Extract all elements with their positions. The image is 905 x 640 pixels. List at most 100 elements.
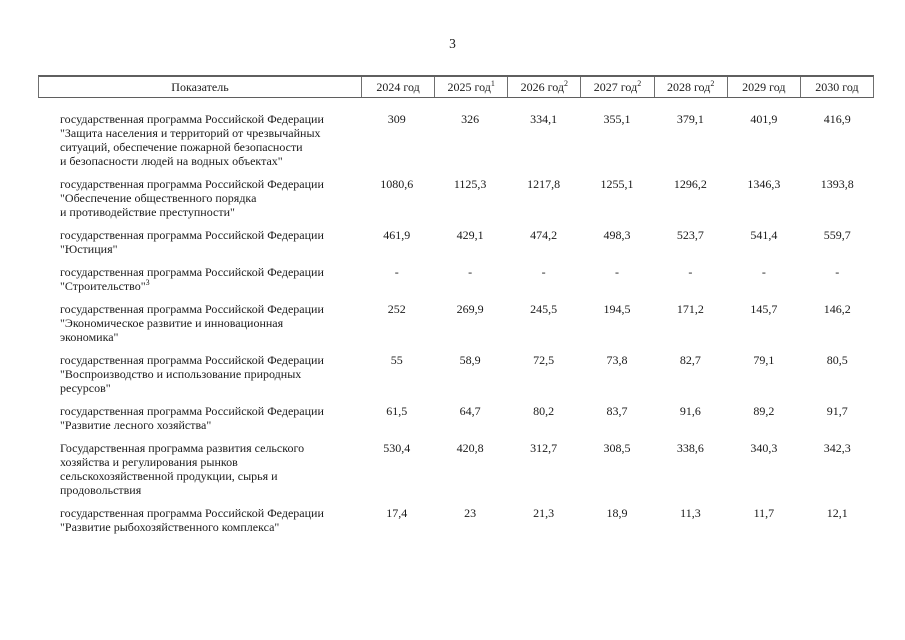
value-cell: 523,7	[676, 228, 704, 242]
value-cell: 91,7	[826, 404, 848, 418]
row-label: государственная программа Российской Фед…	[38, 302, 360, 344]
value-cell: 73,8	[606, 353, 628, 367]
column-header: 2029 год	[726, 77, 800, 97]
value-cell: 312,7	[530, 441, 558, 455]
value-cell: 18,9	[606, 506, 628, 520]
value-cell: 194,5	[603, 302, 631, 316]
cell-text: 2029 год	[742, 80, 786, 94]
value-cell: 55	[390, 353, 403, 367]
value-cell: 559,7	[823, 228, 851, 242]
value-cell: 21,3	[533, 506, 555, 520]
footnote-marker: 2	[710, 79, 715, 88]
value-cell: 61,5	[386, 404, 408, 418]
column-header: Показатель	[39, 77, 361, 97]
value-cell: -	[541, 265, 546, 279]
value-cell: 1125,3	[453, 177, 487, 191]
cell-text: 2026 год	[520, 80, 565, 94]
value-cell: 401,9	[750, 112, 778, 126]
value-cell: 245,5	[530, 302, 558, 316]
value-cell: 72,5	[533, 353, 555, 367]
value-cell: 58,9	[459, 353, 481, 367]
budget-programs-table: Показатель 2024 год 2025 год1 2026 год2 2027…	[38, 75, 874, 543]
cell-text: государственная программа Российской Фед…	[60, 112, 324, 168]
value-cell: 1393,8	[820, 177, 854, 191]
value-cell: 80,5	[826, 353, 848, 367]
cell-text: государственная программа Российской Фед…	[60, 302, 324, 344]
value-cell: 541,4	[750, 228, 778, 242]
cell-text: Показатель	[171, 80, 229, 94]
cell-text: 2027 год	[593, 80, 638, 94]
value-cell: 17,4	[386, 506, 408, 520]
value-cell: 416,9	[823, 112, 851, 126]
cell-text: 2025 год	[447, 80, 491, 94]
column-header: 2028 год2	[653, 77, 727, 97]
value-cell: 91,6	[679, 404, 701, 418]
column-header: 2026 год2	[507, 77, 580, 97]
page-number: 3	[449, 36, 456, 51]
value-cell: 1217,8	[527, 177, 561, 191]
value-cell: 23	[464, 506, 477, 520]
value-cell: 498,3	[603, 228, 631, 242]
table-row: государственная программа Российской Фед…	[38, 177, 874, 219]
table-row: государственная программа Российской Фед…	[38, 112, 874, 168]
table-body: государственная программа Российской Фед…	[38, 98, 874, 534]
footnote-marker: 3	[145, 278, 150, 287]
value-cell: 1296,2	[673, 177, 707, 191]
value-cell: 530,4	[383, 441, 411, 455]
value-cell: 83,7	[606, 404, 628, 418]
row-label: государственная программа Российской Фед…	[38, 112, 360, 168]
value-cell: 461,9	[383, 228, 411, 242]
value-cell: 308,5	[603, 441, 631, 455]
value-cell: 342,3	[823, 441, 851, 455]
cell-text: 2028 год	[666, 80, 711, 94]
value-cell: 338,6	[676, 441, 704, 455]
value-cell: 1255,1	[600, 177, 634, 191]
value-cell: 12,1	[826, 506, 848, 520]
row-label: государственная программа Российской Фед…	[38, 177, 360, 219]
value-cell: -	[394, 265, 399, 279]
value-cell: 80,2	[533, 404, 555, 418]
value-cell: 64,7	[459, 404, 481, 418]
value-cell: 355,1	[603, 112, 631, 126]
row-label: государственная программа Российской Фед…	[38, 265, 360, 293]
table-header-row: Показатель 2024 год 2025 год1 2026 год2 2027…	[38, 75, 874, 98]
cell-text: государственная программа Российской Фед…	[60, 353, 324, 395]
value-cell: -	[688, 265, 693, 279]
table-row: государственная программа Российской Фед…	[38, 265, 874, 293]
value-cell: -	[761, 265, 766, 279]
value-cell: 420,8	[456, 441, 484, 455]
value-cell: 145,7	[750, 302, 778, 316]
value-cell: -	[468, 265, 473, 279]
value-cell: 79,1	[753, 353, 775, 367]
value-cell: 1080,6	[380, 177, 414, 191]
footnote-marker: 2	[637, 79, 642, 88]
value-cell: 252	[387, 302, 406, 316]
value-cell: -	[614, 265, 619, 279]
table-row: Государственная программа развития сельс…	[38, 441, 874, 497]
value-cell: 11,3	[680, 506, 701, 520]
value-cell: 429,1	[456, 228, 484, 242]
footnote-marker: 2	[564, 79, 569, 88]
cell-text: государственная программа Российской Фед…	[60, 228, 324, 256]
column-header: 2030 год	[799, 77, 873, 97]
cell-text: государственная программа Российской Фед…	[60, 265, 324, 293]
value-cell: 171,2	[676, 302, 704, 316]
value-cell: 269,9	[456, 302, 484, 316]
value-cell: 82,7	[679, 353, 701, 367]
column-header: 2025 год1	[434, 77, 507, 97]
cell-text: государственная программа Российской Фед…	[60, 506, 324, 534]
table-row: государственная программа Российской Фед…	[38, 404, 874, 432]
row-label: государственная программа Российской Фед…	[38, 353, 360, 395]
cell-text: Государственная программа развития сельс…	[60, 441, 305, 497]
footnote-marker: 1	[490, 79, 495, 88]
value-cell: 340,3	[750, 441, 778, 455]
row-label: государственная программа Российской Фед…	[38, 506, 360, 534]
cell-text: государственная программа Российской Фед…	[60, 404, 324, 432]
value-cell: 326	[461, 112, 480, 126]
table-row: государственная программа Российской Фед…	[38, 302, 874, 344]
cell-text: 2024 год	[376, 80, 420, 94]
value-cell: -	[835, 265, 840, 279]
row-label: государственная программа Российской Фед…	[38, 404, 360, 432]
value-cell: 89,2	[753, 404, 775, 418]
value-cell: 379,1	[676, 112, 704, 126]
